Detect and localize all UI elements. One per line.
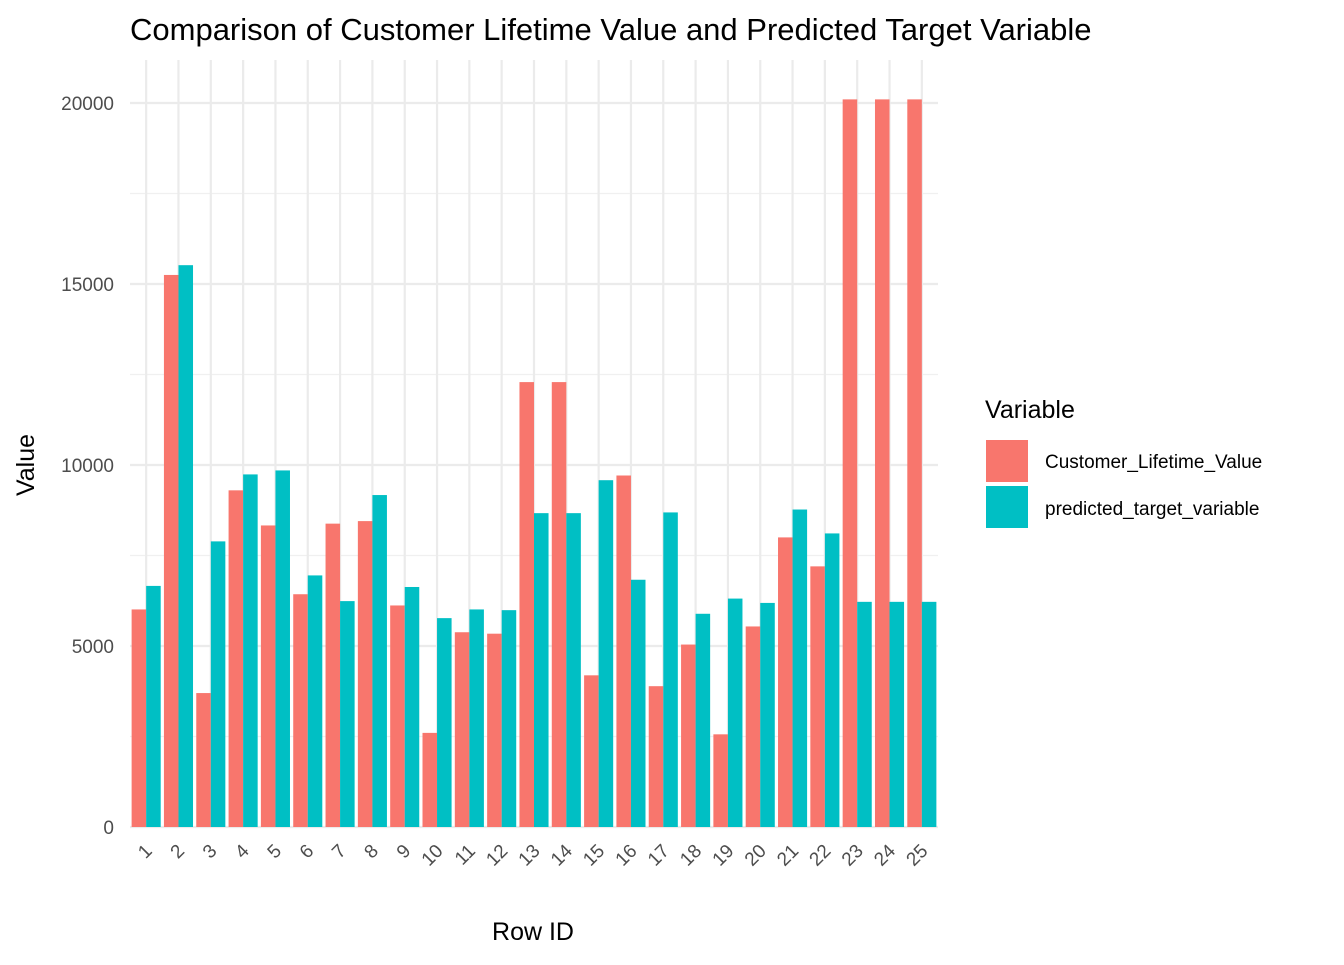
x-tick-label: 17 — [644, 841, 674, 871]
bar-predicted-target-variable — [501, 610, 517, 827]
x-tick-label: 4 — [231, 840, 254, 863]
bar-customer-lifetime-value — [519, 382, 534, 827]
bar-predicted-target-variable — [727, 598, 743, 827]
y-axis-title: Value — [12, 434, 40, 496]
bar-customer-lifetime-value — [584, 675, 599, 827]
bar-predicted-target-variable — [760, 602, 775, 827]
y-tick-label: 20000 — [61, 94, 114, 115]
x-tick-label: 1 — [134, 841, 156, 863]
bar-customer-lifetime-value — [293, 594, 308, 827]
x-tick-label: 6 — [296, 841, 318, 863]
bar-customer-lifetime-value — [907, 99, 922, 827]
bar-predicted-target-variable — [598, 480, 614, 827]
bar-predicted-target-variable — [437, 618, 452, 827]
bar-predicted-target-variable — [792, 509, 808, 827]
bar-customer-lifetime-value — [357, 521, 373, 827]
bar-predicted-target-variable — [857, 601, 872, 827]
x-tick-label: 9 — [393, 841, 415, 863]
bar-customer-lifetime-value — [713, 734, 728, 827]
x-tick-label: 22 — [806, 841, 836, 871]
x-tick-label: 14 — [547, 840, 577, 870]
bar-customer-lifetime-value — [228, 490, 244, 827]
bar-customer-lifetime-value — [616, 475, 631, 827]
x-tick-label: 13 — [515, 841, 545, 871]
bar-customer-lifetime-value — [422, 732, 438, 827]
x-tick-label: 16 — [612, 841, 642, 871]
x-tick-label: 2 — [167, 841, 189, 863]
x-tick-label: 7 — [328, 841, 350, 863]
legend-swatch-customer-lifetime-value — [986, 440, 1028, 482]
bar-predicted-target-variable — [275, 470, 290, 827]
legend: Variable Customer_Lifetime_Value predict… — [985, 396, 1262, 528]
x-tick-label: 12 — [482, 841, 512, 871]
x-axis-title: Row ID — [492, 918, 574, 946]
bar-predicted-target-variable — [146, 585, 161, 827]
bar-predicted-target-variable — [372, 495, 387, 827]
x-tick-label: 19 — [709, 841, 739, 871]
legend-title: Variable — [985, 396, 1075, 424]
legend-label-customer-lifetime-value: Customer_Lifetime_Value — [1045, 452, 1262, 473]
bar-predicted-target-variable — [695, 613, 711, 827]
chart-title: Comparison of Customer Lifetime Value an… — [130, 12, 1092, 47]
x-tick-label: 25 — [903, 841, 933, 871]
x-tick-label: 10 — [418, 841, 448, 871]
bar-customer-lifetime-value — [842, 99, 858, 827]
x-tick-label: 20 — [741, 841, 771, 871]
bar-customer-lifetime-value — [196, 693, 211, 827]
y-tick-label: 5000 — [72, 637, 114, 658]
x-tick-label: 11 — [451, 841, 480, 870]
bar-customer-lifetime-value — [778, 537, 793, 827]
x-tick-label: 8 — [361, 841, 383, 863]
bar-predicted-target-variable — [404, 586, 420, 827]
bars — [131, 99, 937, 827]
legend-swatch-predicted-target-variable — [986, 486, 1028, 528]
y-tick-label: 0 — [103, 818, 114, 839]
bar-customer-lifetime-value — [551, 382, 567, 827]
bar-customer-lifetime-value — [648, 686, 664, 827]
x-tick-label: 15 — [579, 841, 609, 871]
bar-predicted-target-variable — [534, 513, 549, 827]
x-tick-label: 23 — [838, 841, 868, 871]
bar-customer-lifetime-value — [260, 525, 276, 827]
bar-predicted-target-variable — [921, 601, 937, 827]
bar-predicted-target-variable — [824, 533, 840, 827]
x-tick-label: 18 — [676, 841, 706, 871]
x-tick-label: 21 — [773, 841, 803, 871]
x-tick-label: 24 — [870, 840, 900, 870]
bar-customer-lifetime-value — [390, 605, 405, 827]
bar-customer-lifetime-value — [874, 99, 890, 827]
bar-customer-lifetime-value — [163, 274, 179, 827]
bar-predicted-target-variable — [210, 541, 226, 827]
bar-predicted-target-variable — [889, 601, 905, 827]
y-tick-label: 15000 — [61, 275, 114, 296]
bar-customer-lifetime-value — [454, 632, 470, 827]
bar-customer-lifetime-value — [131, 609, 147, 827]
bar-predicted-target-variable — [566, 513, 581, 827]
bar-predicted-target-variable — [630, 579, 646, 827]
legend-label-predicted-target-variable: predicted_target_variable — [1045, 499, 1259, 520]
x-tick-label: 5 — [264, 841, 286, 863]
y-axis-ticks: 0 5000 10000 15000 20000 — [61, 94, 114, 839]
x-axis-ticks: 1 2 3 4 5 6 7 8 9 10 11 12 13 14 15 16 17 18 19 20 21 22 23 24 2… — [134, 840, 932, 870]
bar-predicted-target-variable — [178, 265, 194, 827]
y-tick-label: 10000 — [61, 456, 114, 477]
bar-customer-lifetime-value — [325, 523, 341, 827]
bar-predicted-target-variable — [243, 474, 258, 827]
bar-predicted-target-variable — [307, 575, 323, 827]
x-tick-label: 3 — [199, 841, 221, 863]
bar-predicted-target-variable — [469, 609, 484, 827]
bar-customer-lifetime-value — [810, 566, 825, 827]
bar-customer-lifetime-value — [681, 644, 696, 827]
bar-predicted-target-variable — [663, 512, 678, 827]
bar-predicted-target-variable — [340, 601, 355, 827]
bar-customer-lifetime-value — [487, 633, 502, 827]
bar-customer-lifetime-value — [745, 626, 761, 827]
